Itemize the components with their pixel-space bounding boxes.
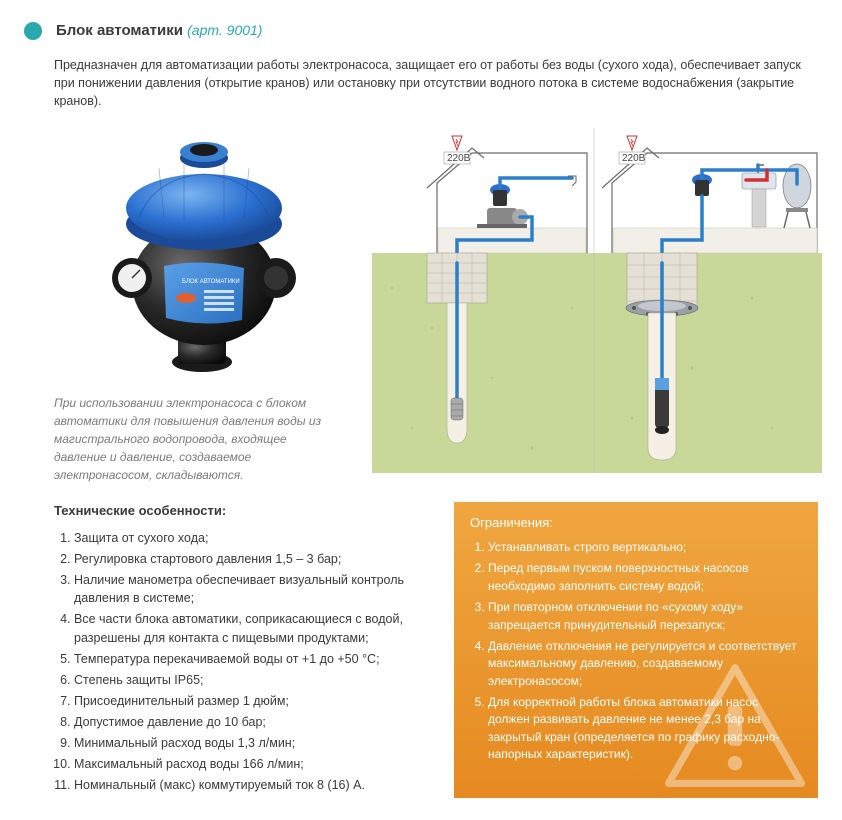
voltage-label: 220В [622,153,646,164]
feature-item: Присоединительный размер 1 дюйм; [74,692,424,710]
diagram-column: 220В [372,128,822,484]
product-caption: При использовании электронасоса с блоком… [54,394,334,484]
voltage-label: 220В [447,153,471,164]
title-text: Блок автоматики [56,22,183,39]
limits-heading: Ограничения: [470,514,802,533]
product-image: БЛОК АВТОМАТИКИ [84,128,324,376]
voltage-sign-left: 220В [444,136,471,164]
feature-item: Температура перекачиваемой воды от +1 до… [74,650,424,668]
bottom-row: Технические особенности: Защита от сухог… [54,502,818,797]
features-heading: Технические особенности: [54,502,424,521]
bullet-icon [24,22,42,40]
feature-item: Минимальный расход воды 1,3 л/мин; [74,734,424,752]
feature-item: Регулировка стартового давления 1,5 – 3 … [74,550,424,568]
feature-item: Защита от сухого хода; [74,529,424,547]
warning-icon [660,662,810,792]
feature-item: Все части блока автоматики, соприкасающи… [74,610,424,646]
feature-item: Допустимое давление до 10 бар; [74,713,424,731]
product-label-text: БЛОК АВТОМАТИКИ [182,279,240,285]
features-column: Технические особенности: Защита от сухог… [54,502,424,797]
features-list: Защита от сухого хода; Регулировка старт… [54,529,424,795]
sink-icon [742,165,776,227]
installation-diagram: 220В [372,128,822,473]
submersible-pump-icon [655,378,669,434]
feature-item: Номинальный (макс) коммутируемый ток 8 (… [74,776,424,794]
intro-text: Предназначен для автоматизации работы эл… [54,56,818,110]
limit-item: Устанавливать строго вертикально; [488,539,802,556]
feature-item: Степень защиты IP65; [74,671,424,689]
product-column: БЛОК АВТОМАТИКИ При ис [54,128,354,484]
title: Блок автоматики (арт. 9001) [56,20,262,42]
limit-item: Перед первым пуском поверхностных насосо… [488,560,802,595]
limitations-box: Ограничения: Устанавливать строго вертик… [454,502,818,797]
limit-item: При повторном отключении по «сухому ходу… [488,599,802,634]
feature-item: Наличие манометра обеспечивает визуальны… [74,571,424,607]
mid-row: БЛОК АВТОМАТИКИ При ис [54,128,818,484]
section-header: Блок автоматики (арт. 9001) [24,20,818,42]
voltage-sign-right: 220В [619,136,646,164]
feature-item: Максимальный расход воды 166 л/мин; [74,755,424,773]
article-number: (арт. 9001) [187,22,262,38]
